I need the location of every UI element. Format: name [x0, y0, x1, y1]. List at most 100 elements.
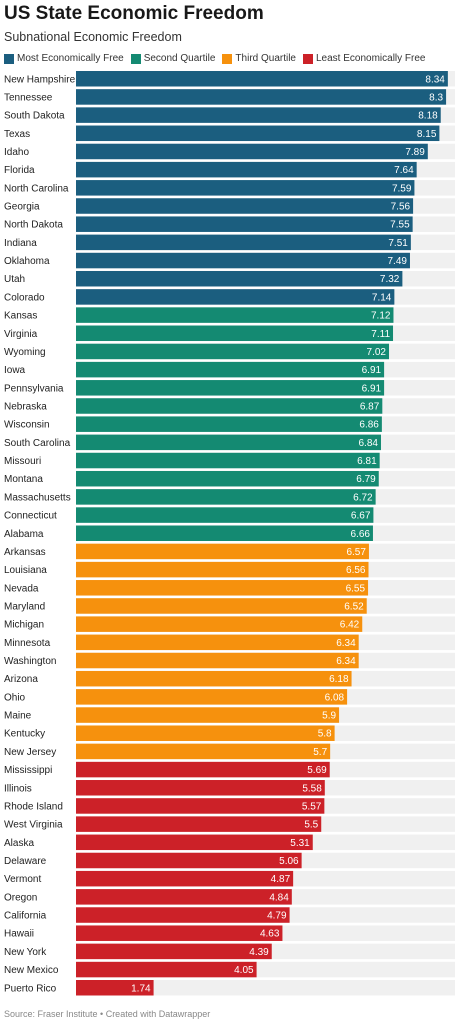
- bar-row: Iowa 6.91: [4, 361, 455, 378]
- bar-row: Alaska 5.31: [4, 834, 455, 851]
- bar-row: Vermont 4.87: [4, 870, 455, 887]
- category-label: Indiana: [4, 238, 37, 249]
- bar-row: Kentucky 5.8: [4, 725, 455, 741]
- category-label: Missouri: [4, 456, 41, 467]
- bar: [76, 452, 380, 469]
- bar-row: Colorado 7.14: [4, 289, 455, 305]
- bar: [76, 398, 383, 414]
- category-label: Oregon: [4, 892, 37, 903]
- bar: [76, 470, 379, 487]
- value-label: 4.79: [267, 911, 287, 922]
- bar: [76, 380, 385, 396]
- value-label: 5.31: [290, 838, 310, 849]
- bar-row: Ohio 6.08: [4, 689, 455, 705]
- bar-row: Oregon 4.84: [4, 889, 455, 905]
- bar: [76, 852, 302, 869]
- bar: [76, 416, 382, 432]
- bar: [76, 361, 385, 378]
- category-label: New Mexico: [4, 965, 59, 976]
- bar-row: Illinois 5.58: [4, 780, 455, 796]
- legend-item-least: Least Economically Free: [303, 53, 426, 64]
- bar: [76, 252, 410, 269]
- value-label: 5.9: [322, 711, 336, 722]
- bar-row: South Dakota 8.18: [4, 107, 455, 123]
- bar: [76, 943, 272, 960]
- bar-row: Michigan 6.42: [4, 616, 455, 632]
- bar-row: Puerto Rico 1.74: [4, 980, 455, 996]
- value-label: 6.91: [362, 365, 382, 376]
- bar-row: New Mexico 4.05: [4, 961, 455, 978]
- value-label: 7.14: [372, 292, 392, 303]
- value-label: 6.42: [340, 620, 360, 631]
- category-label: Puerto Rico: [4, 983, 57, 994]
- bar-row: New Hampshire 8.34: [4, 71, 455, 87]
- category-label: Tennessee: [4, 92, 53, 103]
- bar-row: Texas 8.15: [4, 125, 455, 142]
- category-label: Illinois: [4, 783, 32, 794]
- value-label: 6.67: [351, 511, 371, 522]
- category-label: Montana: [4, 474, 43, 485]
- bar-row: Tennessee 8.3: [4, 89, 455, 105]
- category-label: Maine: [4, 711, 32, 722]
- bar: [76, 580, 369, 596]
- bar-row: Louisiana 6.56: [4, 561, 455, 578]
- bar-row: Connecticut 6.67: [4, 507, 455, 523]
- value-label: 4.39: [249, 947, 269, 958]
- value-label: 7.11: [371, 329, 390, 340]
- bar: [76, 670, 352, 687]
- value-label: 6.72: [353, 492, 373, 503]
- bar-row: Oklahoma 7.49: [4, 252, 455, 269]
- legend-swatch: [303, 53, 313, 64]
- bar: [76, 816, 322, 832]
- category-label: North Dakota: [4, 220, 63, 231]
- category-label: Georgia: [4, 202, 40, 213]
- category-label: South Carolina: [4, 438, 71, 449]
- legend: Most Economically Free Second Quartile Thi…: [4, 52, 433, 65]
- category-label: Maryland: [4, 601, 45, 612]
- value-label: 7.89: [405, 147, 425, 158]
- legend-swatch: [222, 53, 233, 64]
- category-label: Oklahoma: [4, 256, 50, 267]
- value-label: 6.56: [346, 565, 366, 576]
- category-label: Florida: [4, 165, 35, 176]
- bar: [76, 270, 403, 287]
- bar: [76, 180, 415, 196]
- legend-label: Third Quartile: [235, 53, 296, 64]
- value-label: 5.57: [302, 801, 322, 812]
- bar-row: Maine 5.9: [4, 707, 455, 723]
- bar: [76, 834, 313, 851]
- value-label: 5.58: [302, 783, 322, 794]
- bar: [76, 798, 325, 814]
- bar-row: Idaho 7.89: [4, 143, 455, 160]
- bar-row: Massachusetts 6.72: [4, 489, 455, 505]
- category-label: New York: [4, 947, 47, 958]
- category-label: California: [4, 911, 47, 922]
- bar-row: Montana 6.79: [4, 470, 455, 487]
- bar-row: Maryland 6.52: [4, 598, 455, 614]
- bar-row: South Carolina 6.84: [4, 434, 455, 451]
- category-label: Iowa: [4, 365, 26, 376]
- category-label: New Hampshire: [4, 74, 76, 85]
- bar-row: Nevada 6.55: [4, 580, 455, 596]
- value-label: 7.12: [371, 311, 391, 322]
- value-label: 1.74: [131, 983, 151, 994]
- value-label: 6.87: [360, 401, 380, 412]
- bar-row: Utah 7.32: [4, 270, 455, 287]
- bar: [76, 598, 367, 614]
- category-label: Virginia: [4, 329, 38, 340]
- bar-row: Virginia 7.11: [4, 325, 455, 342]
- bar: [76, 198, 414, 214]
- value-label: 7.56: [391, 202, 411, 213]
- value-label: 6.81: [357, 456, 377, 467]
- bar-row: Alabama 6.66: [4, 525, 455, 541]
- category-label: Arkansas: [4, 547, 46, 558]
- bar: [76, 616, 363, 632]
- chart-subtitle: Subnational Economic Freedom: [4, 30, 182, 44]
- value-label: 4.84: [269, 892, 289, 903]
- bar: [76, 216, 413, 232]
- category-label: Idaho: [4, 147, 29, 158]
- value-label: 4.87: [271, 874, 291, 885]
- value-label: 6.34: [336, 638, 356, 649]
- bar: [76, 634, 359, 651]
- value-label: 6.34: [336, 656, 356, 667]
